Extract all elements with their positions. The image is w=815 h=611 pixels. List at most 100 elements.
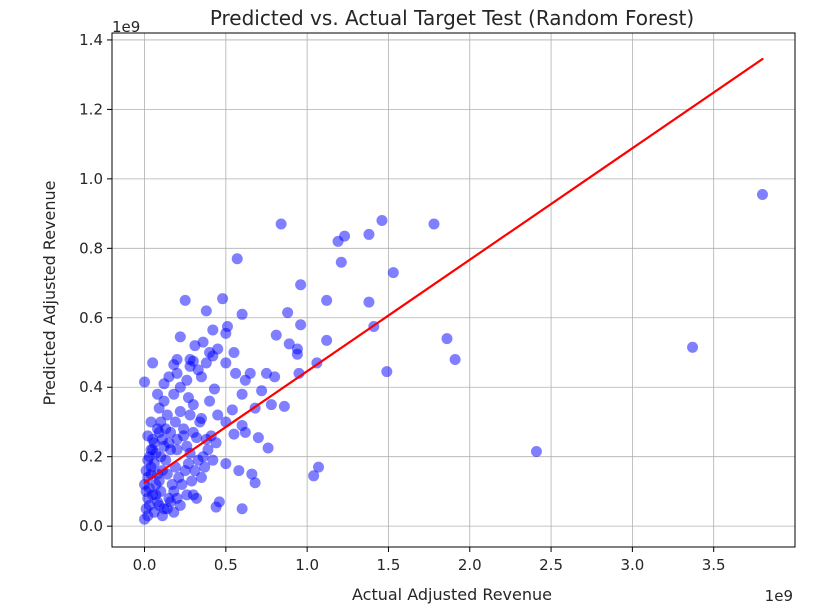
data-point — [756, 188, 768, 200]
data-point — [158, 378, 170, 390]
x-axis-offset-label: 1e9 — [765, 587, 793, 605]
data-points — [139, 188, 768, 525]
data-point — [321, 334, 333, 346]
data-point — [163, 437, 175, 449]
data-point — [200, 305, 212, 317]
data-point — [152, 388, 164, 400]
data-point — [174, 331, 186, 343]
data-point — [204, 347, 216, 359]
x-tick-label: 3.0 — [620, 556, 644, 574]
data-point — [239, 426, 251, 438]
data-point — [142, 430, 154, 442]
data-point — [236, 308, 248, 320]
x-tick-label: 3.5 — [702, 556, 726, 574]
y-tick-label: 1.0 — [79, 170, 103, 188]
data-point — [147, 357, 159, 369]
data-point — [171, 492, 183, 504]
data-point — [530, 445, 542, 457]
data-point — [295, 319, 307, 331]
plot-frame — [111, 32, 796, 548]
data-point — [142, 510, 154, 522]
data-point — [335, 256, 347, 268]
data-point — [176, 478, 188, 490]
chart-title: Predicted vs. Actual Target Test (Random… — [210, 6, 694, 30]
data-point — [171, 353, 183, 365]
data-point — [321, 294, 333, 306]
x-tick-label: 0.5 — [214, 556, 238, 574]
x-tick-label: 2.5 — [539, 556, 563, 574]
data-point — [270, 329, 282, 341]
data-point — [282, 307, 294, 319]
data-point — [182, 458, 194, 470]
x-axis-label: Actual Adjusted Revenue — [352, 585, 552, 604]
data-point — [197, 336, 209, 348]
data-point — [249, 477, 261, 489]
data-point — [262, 442, 274, 454]
data-point — [220, 357, 232, 369]
y-tick-label: 0.2 — [79, 448, 103, 466]
data-point — [269, 371, 281, 383]
data-point — [171, 367, 183, 379]
y-axis-ticks: 0.0 0.2 0.4 0.6 0.8 1.0 1.2 1.4 — [79, 31, 112, 535]
data-point — [332, 235, 344, 247]
data-point — [363, 296, 375, 308]
data-point — [174, 381, 186, 393]
grid-lines — [112, 33, 795, 547]
data-point — [208, 383, 220, 395]
data-point — [207, 454, 219, 466]
data-point — [220, 458, 232, 470]
data-point — [145, 444, 157, 456]
y-axis-label: Predicted Adjusted Revenue — [40, 181, 59, 406]
data-point — [291, 348, 303, 360]
data-point — [278, 400, 290, 412]
data-point — [168, 388, 180, 400]
data-point — [155, 451, 167, 463]
data-point — [230, 367, 242, 379]
data-point — [236, 503, 248, 515]
data-point — [199, 461, 211, 473]
x-tick-label: 0.0 — [133, 556, 157, 574]
data-point — [220, 327, 232, 339]
data-point — [178, 423, 190, 435]
data-point — [226, 404, 238, 416]
data-point — [179, 294, 191, 306]
data-point — [194, 416, 206, 428]
fit-line — [143, 57, 764, 484]
x-tick-label: 1.0 — [295, 556, 319, 574]
data-point — [186, 475, 198, 487]
y-tick-label: 0.8 — [79, 239, 103, 257]
data-point — [295, 279, 307, 291]
data-point — [376, 215, 388, 227]
data-point — [381, 366, 393, 378]
data-point — [202, 444, 214, 456]
data-point — [217, 293, 229, 305]
data-point — [161, 409, 173, 421]
data-point — [204, 395, 216, 407]
data-point — [187, 399, 199, 411]
data-point — [143, 499, 155, 511]
data-point — [283, 338, 295, 350]
data-point — [428, 218, 440, 230]
data-point — [363, 228, 375, 240]
data-point — [246, 468, 258, 480]
data-point — [256, 385, 268, 397]
x-tick-label: 1.5 — [377, 556, 401, 574]
data-point — [168, 506, 180, 518]
data-point — [184, 409, 196, 421]
data-point — [228, 347, 240, 359]
data-point — [169, 416, 181, 428]
data-point — [231, 253, 243, 265]
data-point — [192, 454, 204, 466]
data-point — [308, 470, 320, 482]
data-point — [195, 472, 207, 484]
data-point — [441, 333, 453, 345]
data-point — [161, 468, 173, 480]
y-tick-label: 1.2 — [79, 100, 103, 118]
data-point — [387, 267, 399, 279]
data-point — [187, 426, 199, 438]
data-point — [181, 440, 193, 452]
data-point — [140, 465, 152, 477]
data-point — [233, 465, 245, 477]
data-point — [207, 324, 219, 336]
